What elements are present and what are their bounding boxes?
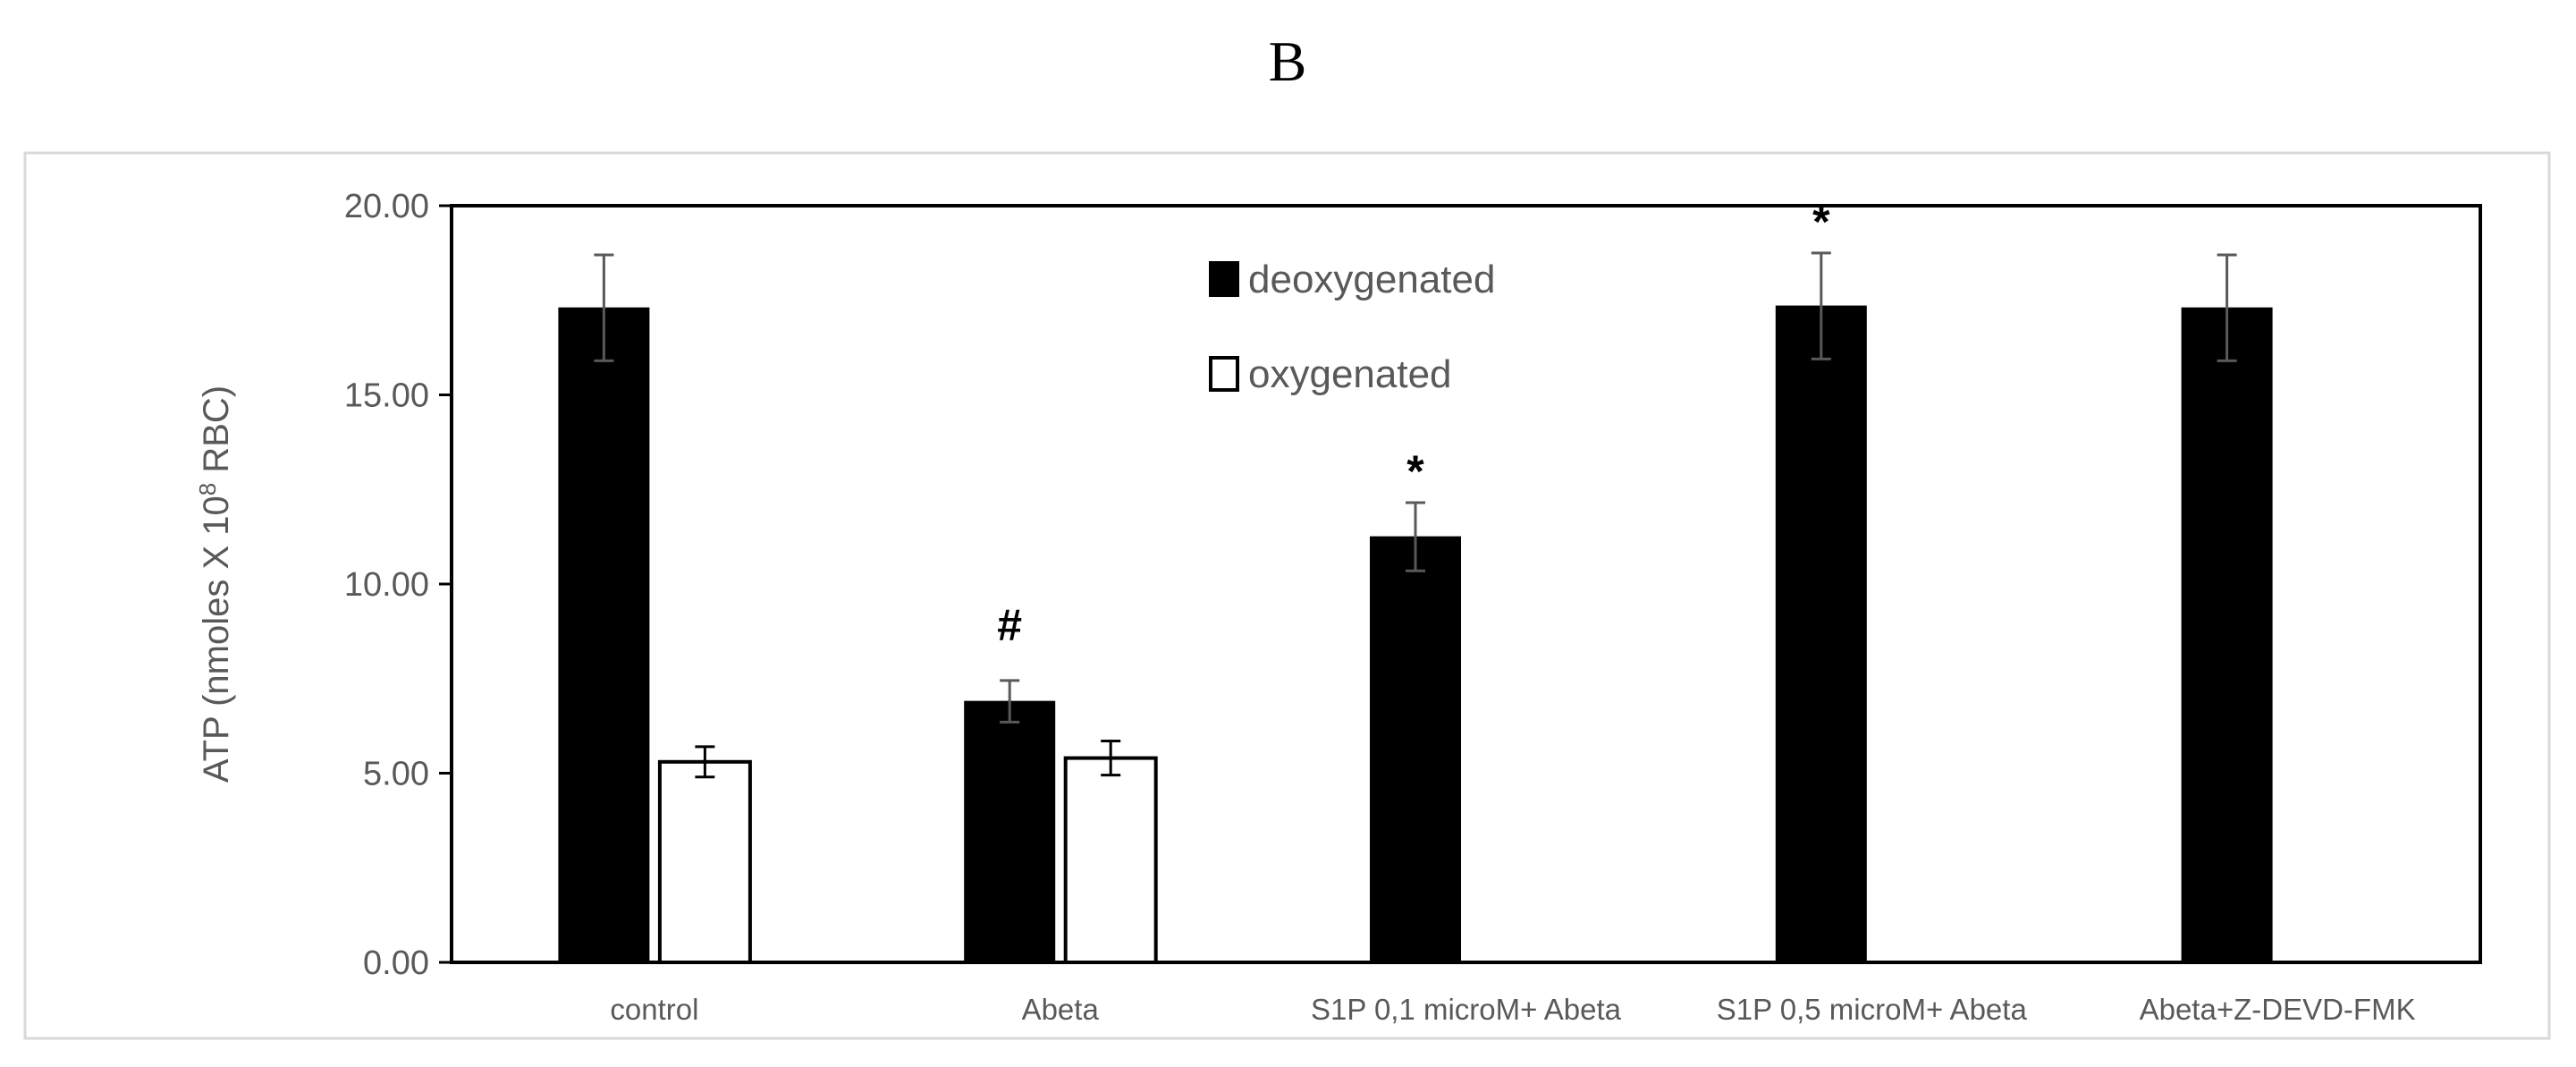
y-axis-label: ATP (nmoles X 108 RBC): [194, 385, 236, 783]
significance-marker: *: [1406, 446, 1424, 496]
chart-frame: [23, 151, 2551, 1040]
y-tick-label: 0.00: [363, 944, 429, 982]
y-tick-label: 10.00: [344, 566, 429, 604]
legend-label: deoxygenated: [1248, 258, 1495, 301]
panel-label: B: [1269, 30, 1307, 93]
bar-deoxygenated: [558, 307, 650, 963]
bar-deoxygenated: [1775, 305, 1867, 963]
y-tick-label: 5.00: [363, 756, 429, 793]
y-tick-label: 15.00: [344, 377, 429, 415]
legend-swatch-deoxygenated: [1209, 261, 1239, 297]
category-label: S1P 0,1 microM+ Abeta: [1311, 993, 1622, 1026]
bar-deoxygenated: [964, 700, 1056, 963]
significance-marker: *: [1812, 197, 1830, 247]
legend-swatch-oxygenated: [1209, 356, 1239, 392]
bar-deoxygenated: [1370, 536, 1461, 963]
significance-marker: #: [997, 600, 1022, 650]
bar-deoxygenated: [2181, 307, 2273, 963]
y-tick-label: 20.00: [344, 188, 429, 225]
bar-oxygenated: [1063, 756, 1158, 965]
bar-oxygenated: [657, 759, 752, 964]
category-label: Abeta: [1022, 993, 1100, 1026]
category-label: Abeta+Z-DEVD-FMK: [2140, 993, 2416, 1026]
category-label: S1P 0,5 microM+ Abeta: [1717, 993, 2028, 1026]
legend-label: oxygenated: [1248, 352, 1452, 396]
category-label: control: [610, 993, 698, 1026]
